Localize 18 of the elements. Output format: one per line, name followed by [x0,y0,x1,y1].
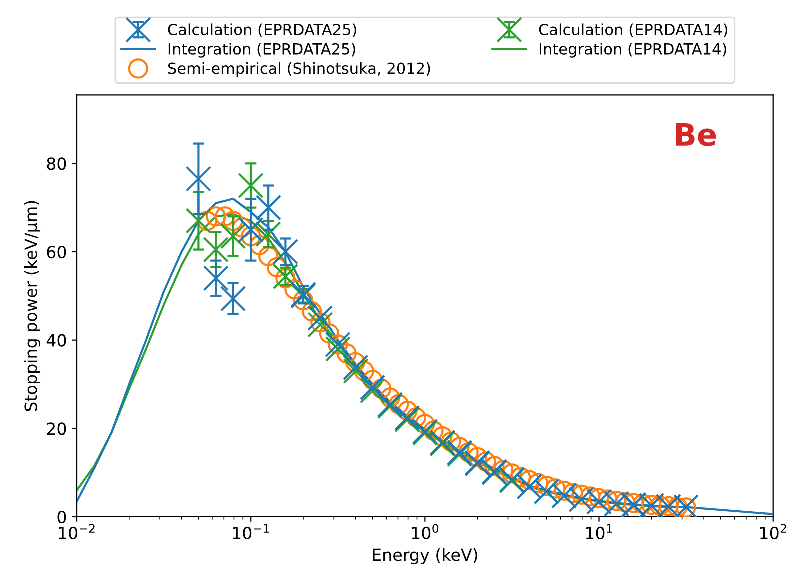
legend-label: Semi-empirical (Shinotsuka, 2012) [168,62,430,78]
y-tick-label: 0 [58,510,66,524]
legend-label: Integration (EPRDATA14) [540,43,726,58]
y-tick-label: 80 [47,158,66,170]
legend-label: Calculation (EPRDATA14) [539,24,728,38]
y-tick-label: 60 [47,246,66,259]
x-tick-label: 10$^{1}$ [586,524,612,540]
x-tick-label: 10$^{0}$ [412,524,439,540]
x-tick-label: 10$^{−1}$ [233,524,270,540]
x-tick-label: 10$^{2}$ [760,524,786,540]
x-tick-label: 10$^{−2}$ [59,524,95,540]
legend-label: Integration (EPRDATA25) [168,43,356,58]
y-tick-label: 20 [47,422,66,436]
y-tick-label: 40 [46,334,66,347]
annotation: Be [676,124,716,146]
legend-label: Calculation (EPRDATA25) [168,24,356,38]
x-axis-title: Energy (keV) [373,548,478,565]
y-axis-title: Stopping power (keV/μm) [24,201,41,412]
